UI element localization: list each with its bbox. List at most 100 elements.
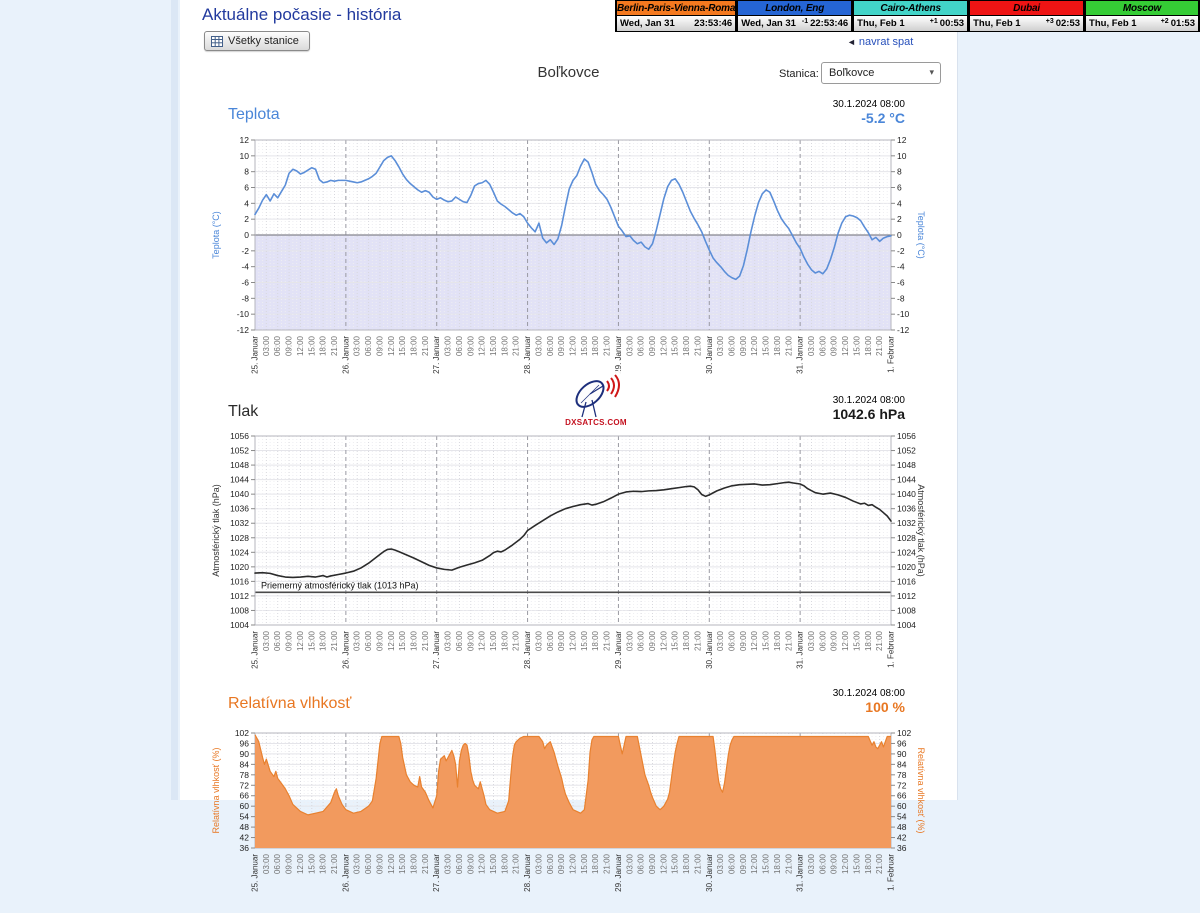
svg-text:-4: -4 xyxy=(241,262,249,272)
svg-text:15:00: 15:00 xyxy=(580,630,589,651)
svg-text:09:00: 09:00 xyxy=(466,853,475,874)
svg-text:03:00: 03:00 xyxy=(716,335,725,356)
svg-text:27. Januar: 27. Januar xyxy=(432,336,441,374)
page-left-divider xyxy=(171,0,178,800)
svg-text:12:00: 12:00 xyxy=(387,335,396,356)
svg-text:1052: 1052 xyxy=(897,446,916,456)
content-card: Aktuálne počasie - história Všetky stani… xyxy=(180,0,958,892)
svg-text:18:00: 18:00 xyxy=(864,630,873,651)
svg-text:1036: 1036 xyxy=(897,504,916,514)
svg-text:27. Januar: 27. Januar xyxy=(432,854,441,892)
svg-text:1012: 1012 xyxy=(230,591,249,601)
svg-text:15:00: 15:00 xyxy=(398,630,407,651)
svg-text:09:00: 09:00 xyxy=(739,630,748,651)
svg-text:09:00: 09:00 xyxy=(285,853,294,874)
dxsatcs-watermark: DXSATCS.COM xyxy=(557,370,635,433)
svg-text:06:00: 06:00 xyxy=(818,630,827,651)
svg-text:06:00: 06:00 xyxy=(455,335,464,356)
svg-text:12:00: 12:00 xyxy=(750,853,759,874)
back-link[interactable]: ◄ navrat spat xyxy=(847,36,913,48)
svg-text:29. Januar: 29. Januar xyxy=(614,631,623,669)
svg-text:15:00: 15:00 xyxy=(398,335,407,356)
svg-text:21:00: 21:00 xyxy=(330,335,339,356)
svg-text:1004: 1004 xyxy=(897,620,916,630)
clock-date: Thu, Feb 1 xyxy=(973,18,1021,29)
pressure-chart: Priemerný atmosférický tlak (1013 hPa) 10… xyxy=(211,431,926,669)
all-stations-button[interactable]: Všetky stanice xyxy=(204,31,310,51)
svg-text:21:00: 21:00 xyxy=(603,853,612,874)
stations-table-icon xyxy=(211,35,223,47)
station-select[interactable]: Boľkovce ▾ xyxy=(821,62,941,84)
clock-city-column: Cairo-Athens Thu, Feb 1 +1 00:53 xyxy=(852,0,969,32)
svg-text:DXSATCS.COM: DXSATCS.COM xyxy=(565,418,627,427)
clock-time: 01:53 xyxy=(1170,18,1195,29)
svg-text:60: 60 xyxy=(240,801,250,811)
svg-text:18:00: 18:00 xyxy=(319,335,328,356)
svg-text:06:00: 06:00 xyxy=(455,853,464,874)
svg-text:15:00: 15:00 xyxy=(762,853,771,874)
svg-text:06:00: 06:00 xyxy=(637,335,646,356)
svg-text:12:00: 12:00 xyxy=(750,630,759,651)
svg-text:102: 102 xyxy=(897,728,911,738)
svg-text:06:00: 06:00 xyxy=(273,630,282,651)
temperature-chart: -12 -12 -10 -10 -8 -8 -6 -6 -4 -4 -2 -2 0 0 2 2 4 4 6 6 8 8 10… xyxy=(211,135,926,374)
svg-text:03:00: 03:00 xyxy=(353,335,362,356)
svg-text:15:00: 15:00 xyxy=(671,853,680,874)
svg-text:18:00: 18:00 xyxy=(864,335,873,356)
svg-text:21:00: 21:00 xyxy=(603,630,612,651)
svg-text:21:00: 21:00 xyxy=(421,853,430,874)
svg-text:27. Januar: 27. Januar xyxy=(432,631,441,669)
svg-text:26. Januar: 26. Januar xyxy=(341,854,350,892)
svg-text:Atmosférický tlak (hPa): Atmosférický tlak (hPa) xyxy=(211,484,221,577)
svg-text:36: 36 xyxy=(240,843,250,853)
svg-text:06:00: 06:00 xyxy=(637,853,646,874)
svg-text:1052: 1052 xyxy=(230,446,249,456)
svg-text:03:00: 03:00 xyxy=(716,630,725,651)
clock-city-time: Thu, Feb 1 +3 02:53 xyxy=(969,16,1085,32)
svg-text:09:00: 09:00 xyxy=(557,630,566,651)
svg-text:12:00: 12:00 xyxy=(478,853,487,874)
svg-text:28. Januar: 28. Januar xyxy=(523,336,532,374)
svg-text:03:00: 03:00 xyxy=(807,335,816,356)
svg-text:25. Januar: 25. Januar xyxy=(251,336,260,374)
station-select-value: Boľkovce xyxy=(829,67,875,79)
svg-text:1056: 1056 xyxy=(230,431,249,441)
svg-text:06:00: 06:00 xyxy=(546,335,555,356)
clock-city-column: Moscow Thu, Feb 1 +2 01:53 xyxy=(1084,0,1200,32)
svg-text:15:00: 15:00 xyxy=(307,335,316,356)
svg-text:26. Januar: 26. Januar xyxy=(341,631,350,669)
svg-text:21:00: 21:00 xyxy=(784,335,793,356)
station-select-label: Stanica: xyxy=(779,68,819,80)
svg-text:18:00: 18:00 xyxy=(591,335,600,356)
svg-text:1040: 1040 xyxy=(230,489,249,499)
svg-text:18:00: 18:00 xyxy=(682,853,691,874)
back-link-label: navrat spat xyxy=(858,36,914,48)
svg-text:15:00: 15:00 xyxy=(580,335,589,356)
svg-text:-12: -12 xyxy=(237,325,250,335)
svg-text:15:00: 15:00 xyxy=(671,630,680,651)
svg-text:09:00: 09:00 xyxy=(375,853,384,874)
svg-text:12: 12 xyxy=(240,135,250,145)
svg-text:09:00: 09:00 xyxy=(557,335,566,356)
svg-text:12:00: 12:00 xyxy=(387,853,396,874)
svg-text:1032: 1032 xyxy=(230,518,249,528)
svg-text:-2: -2 xyxy=(241,246,249,256)
svg-text:09:00: 09:00 xyxy=(739,335,748,356)
svg-text:8: 8 xyxy=(244,167,249,177)
svg-text:28. Januar: 28. Januar xyxy=(523,854,532,892)
svg-text:6: 6 xyxy=(897,183,902,193)
svg-text:Teplota (°C): Teplota (°C) xyxy=(211,211,221,259)
svg-text:06:00: 06:00 xyxy=(455,630,464,651)
svg-text:09:00: 09:00 xyxy=(648,630,657,651)
svg-text:-6: -6 xyxy=(897,278,905,288)
svg-text:18:00: 18:00 xyxy=(864,853,873,874)
svg-text:66: 66 xyxy=(897,791,907,801)
svg-text:78: 78 xyxy=(240,770,250,780)
svg-text:12:00: 12:00 xyxy=(841,335,850,356)
svg-text:12:00: 12:00 xyxy=(387,630,396,651)
svg-text:09:00: 09:00 xyxy=(466,335,475,356)
svg-text:-8: -8 xyxy=(897,293,905,303)
svg-text:03:00: 03:00 xyxy=(716,853,725,874)
temperature-chart-timestamp: 30.1.2024 08:00 xyxy=(832,99,905,110)
svg-text:15:00: 15:00 xyxy=(307,630,316,651)
